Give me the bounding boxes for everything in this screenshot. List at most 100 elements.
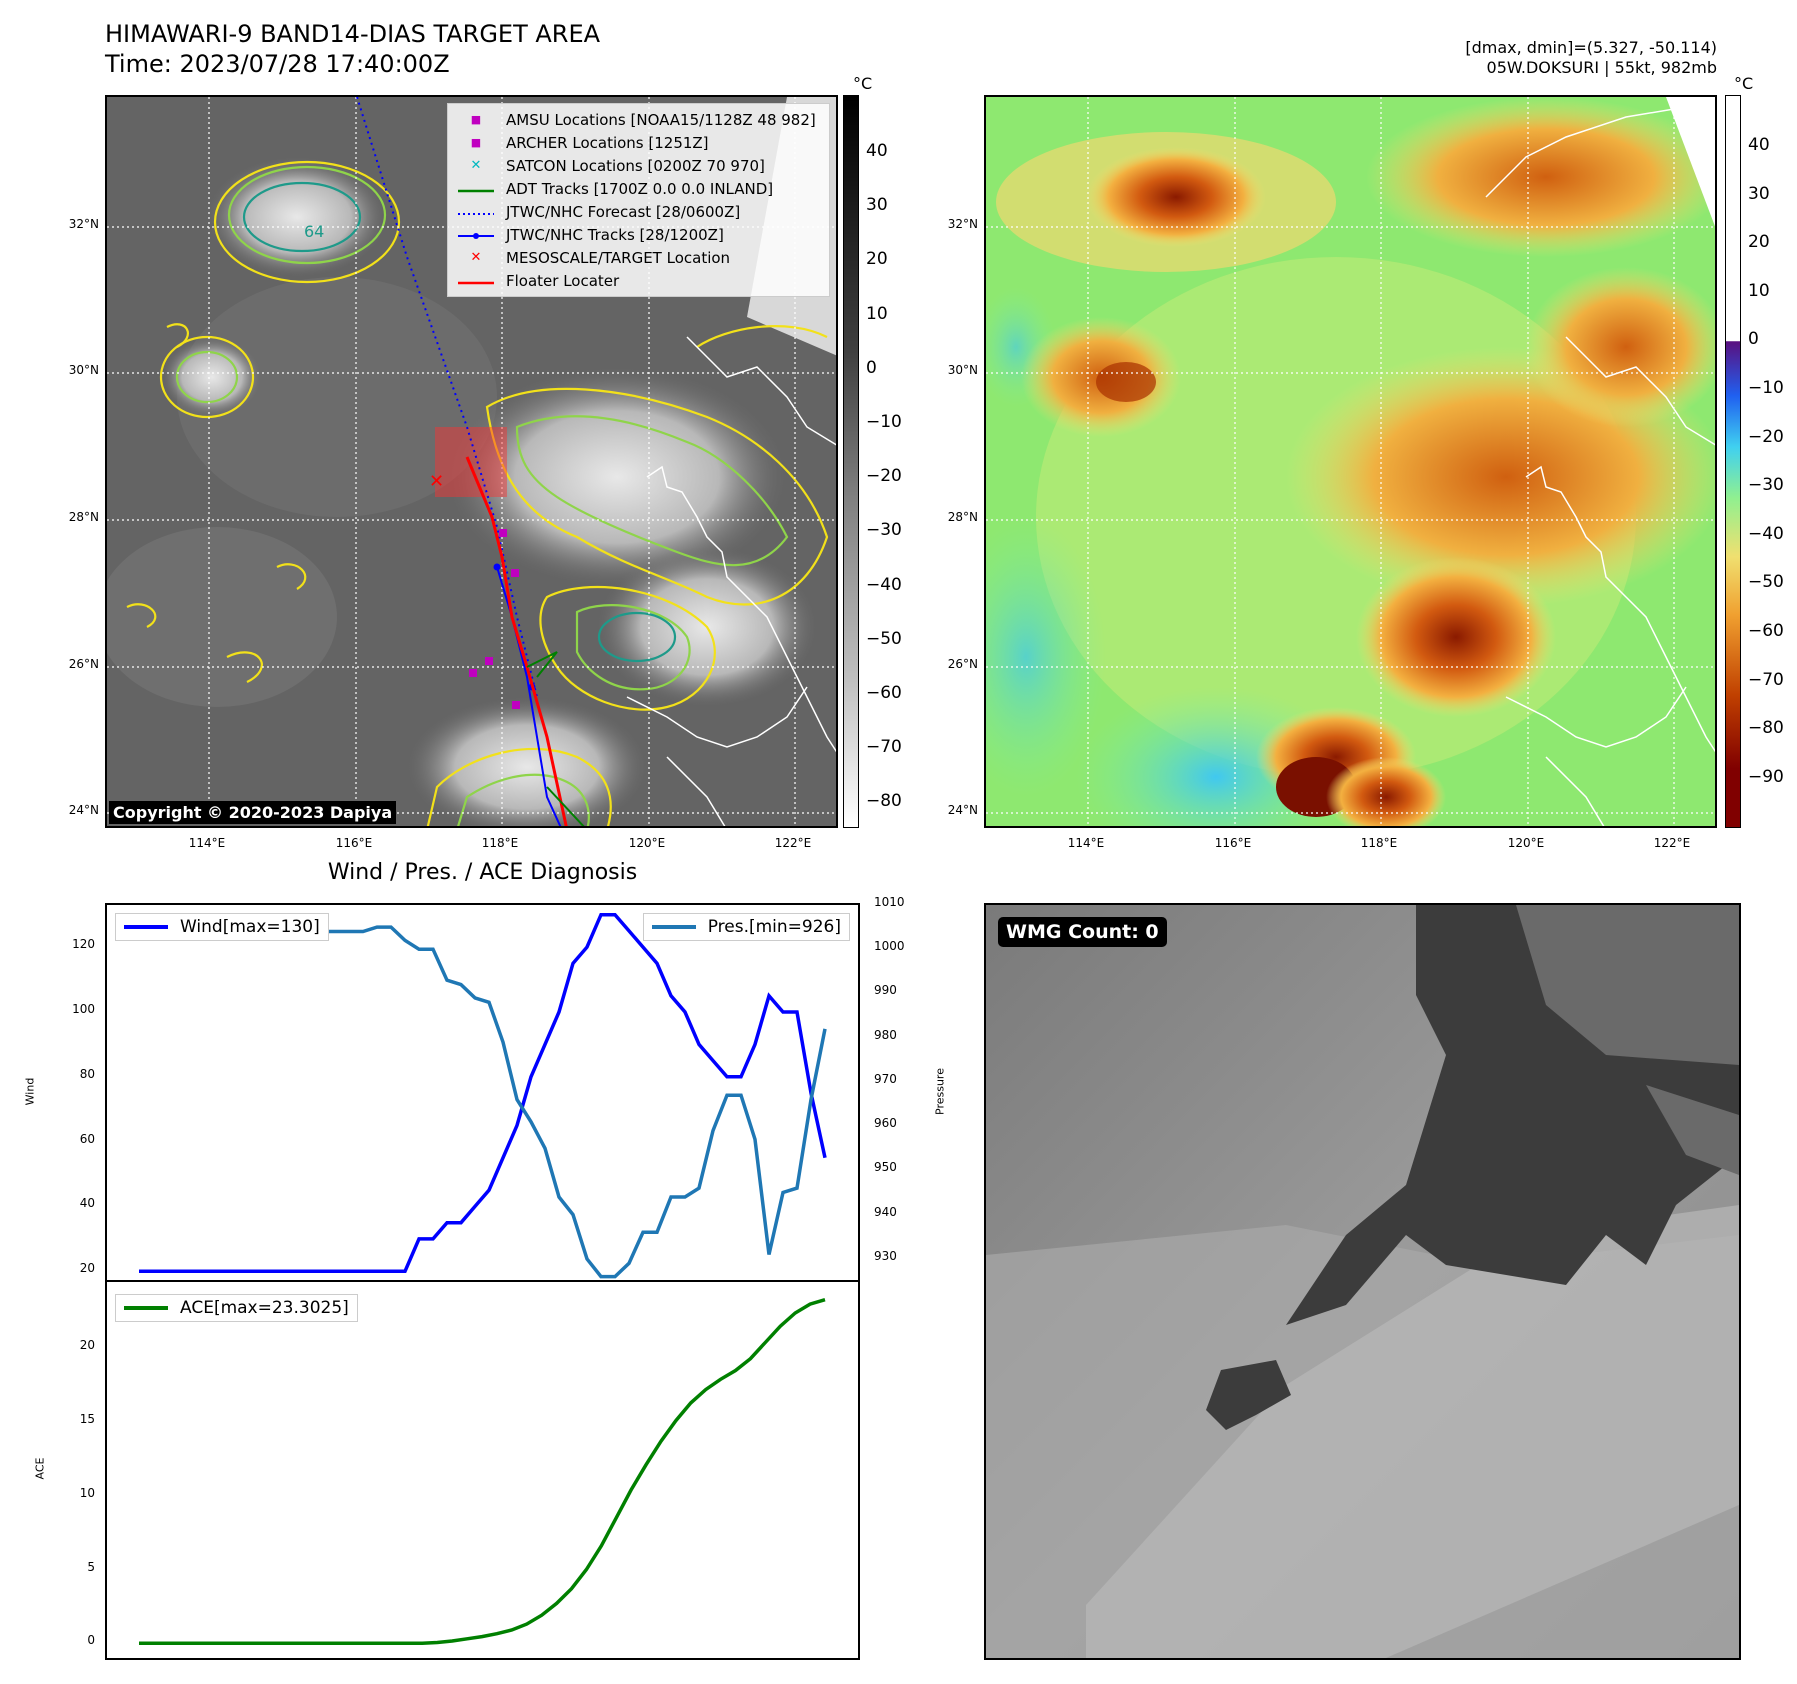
wmg-count-badge: WMG Count: 0 — [998, 917, 1167, 947]
wind-ylabel: Wind — [23, 1077, 37, 1106]
wind-line-icon — [124, 925, 168, 929]
longitude-label: 120°E — [1507, 836, 1545, 850]
colorbar-tick-label: −30 — [866, 520, 902, 541]
latitude-label: 24°N — [947, 803, 978, 817]
wind-series-line — [139, 912, 827, 1274]
pressure-ytick-label: 940 — [874, 1204, 897, 1219]
latitude-label: 28°N — [68, 510, 99, 524]
wmg-image — [986, 905, 1739, 1658]
colorbar-tick-label: −50 — [866, 628, 902, 649]
pressure-ytick-label: 960 — [874, 1116, 897, 1131]
longitude-label: 122°E — [774, 836, 812, 850]
longitude-label: 118°E — [1360, 836, 1398, 850]
contour-label: 64 — [304, 222, 324, 241]
colorbar-tick-label: −70 — [866, 737, 902, 758]
storm-info-text: 05W.DOKSURI | 55kt, 982mb — [1486, 58, 1717, 77]
pressure-ytick-label: 950 — [874, 1160, 897, 1175]
wind-ytick-label: 40 — [79, 1196, 95, 1211]
ir-colorbar-unit: °C — [853, 74, 873, 93]
longitude-label: 120°E — [628, 836, 666, 850]
latitude-label: 28°N — [947, 510, 978, 524]
longitude-label: 114°E — [1067, 836, 1105, 850]
pressure-series-line — [139, 925, 827, 1279]
wind-legend: Wind[max=130] — [115, 913, 329, 941]
colorbar-tick-label: −10 — [866, 412, 902, 432]
ace-plot — [139, 1298, 826, 1646]
square-marker-icon: ■ — [470, 136, 482, 149]
latitude-label: 26°N — [68, 657, 99, 671]
dotted-line-icon — [456, 203, 496, 221]
ace-ytick-label: 0 — [87, 1633, 95, 1648]
legend-item-adt: ADT Tracks [1700Z 0.0 0.0 INLAND] — [456, 177, 821, 200]
colorbar-tick-label: −20 — [866, 466, 902, 487]
longitude-label: 122°E — [1653, 836, 1691, 850]
pressure-ytick-label: 930 — [874, 1248, 897, 1263]
colorbar-tick-label: 40 — [1748, 135, 1770, 155]
latitude-label: 32°N — [68, 217, 99, 231]
copyright-label: Copyright © 2020-2023 Dapiya — [109, 801, 397, 824]
pressure-ytick-label: 1010 — [874, 895, 905, 909]
legend-item-target: ✕ MESOSCALE/TARGET Location — [456, 246, 821, 269]
ir-map-panel: ✕ 64 ■ AMSU Locations [NOAA15/1128Z 48 98… — [105, 95, 838, 828]
longitude-label: 118°E — [481, 836, 519, 850]
colorbar-tick-label: −20 — [1748, 426, 1784, 447]
ir-legend: ■ AMSU Locations [NOAA15/1128Z 48 982] ■ A… — [447, 103, 830, 297]
dminmax-text: [dmax, dmin]=(5.327, -50.114) — [1465, 38, 1717, 57]
colorbar-tick-label: 0 — [1748, 329, 1759, 350]
longitude-label: 116°E — [335, 836, 373, 850]
legend-item-floater: Floater Locater — [456, 269, 821, 292]
ir-colorbar — [843, 95, 859, 828]
ace-ytick-label: 10 — [79, 1485, 95, 1500]
wind-ytick-label: 20 — [79, 1261, 95, 1276]
ace-legend: ACE[max=23.3025] — [115, 1294, 358, 1322]
pressure-ylabel: Pressure — [933, 1068, 947, 1115]
latitude-label: 24°N — [68, 803, 99, 817]
colorbar-tick-label: −70 — [1748, 669, 1784, 690]
x-marker-icon: ✕ — [470, 250, 482, 265]
dot-line-icon — [456, 226, 496, 244]
legend-item-satcon: ✕ SATCON Locations [0200Z 70 970] — [456, 154, 821, 177]
chart-title: Wind / Pres. / ACE Diagnosis — [327, 860, 638, 885]
wind-ytick-label: 80 — [79, 1066, 95, 1081]
colorbar-tick-label: −80 — [866, 791, 902, 812]
colorbar-tick-label: −40 — [866, 574, 902, 595]
line-icon — [456, 180, 496, 198]
wind-pressure-chart: Wind[max=130] Pres.[min=926] — [105, 903, 860, 1281]
ace-line-icon — [124, 1306, 168, 1310]
legend-item-tracks: JTWC/NHC Tracks [28/1200Z] — [456, 223, 821, 246]
ace-ylabel: ACE — [33, 1457, 47, 1480]
wmg-panel: WMG Count: 0 — [984, 903, 1741, 1660]
colorbar-tick-label: 10 — [866, 303, 888, 324]
colorbar-tick-label: −90 — [1748, 766, 1784, 787]
wind-pressure-plot — [139, 912, 827, 1279]
colorbar-tick-label: 40 — [866, 141, 888, 161]
colorbar-tick-label: 30 — [866, 195, 888, 216]
figure-title-line1: HIMAWARI-9 BAND14-DIAS TARGET AREA — [105, 20, 601, 48]
figure-title-line2: Time: 2023/07/28 17:40:00Z — [105, 50, 450, 78]
ace-series-line — [139, 1298, 826, 1646]
wind-ytick-label: 100 — [72, 1001, 95, 1016]
colorbar-tick-label: −10 — [1748, 378, 1784, 398]
longitude-label: 114°E — [188, 836, 226, 850]
longitude-label: 116°E — [1214, 836, 1252, 850]
pressure-line-icon — [651, 925, 696, 929]
legend-item-archer: ■ ARCHER Locations [1251Z] — [456, 131, 821, 154]
target-marker-icon: ✕ — [429, 471, 444, 492]
legend-item-forecast: JTWC/NHC Forecast [28/0600Z] — [456, 200, 821, 223]
pressure-ytick-label: 980 — [874, 1027, 897, 1042]
enhanced-colorbar-unit: °C — [1734, 74, 1754, 93]
colorbar-tick-label: −80 — [1748, 718, 1784, 739]
latitude-label: 26°N — [947, 657, 978, 671]
enhanced-colorbar — [1725, 95, 1741, 828]
x-marker-icon: ✕ — [470, 158, 482, 173]
colorbar-tick-label: −60 — [1748, 621, 1784, 641]
colorbar-tick-label: 30 — [1748, 183, 1770, 204]
ace-ytick-label: 5 — [87, 1559, 95, 1574]
latitude-label: 32°N — [947, 217, 978, 231]
colorbar-tick-label: −30 — [1748, 475, 1784, 496]
pressure-ytick-label: 990 — [874, 983, 897, 998]
ace-ytick-label: 15 — [79, 1412, 95, 1427]
colorbar-tick-label: −40 — [1748, 523, 1784, 544]
pressure-ytick-label: 1000 — [874, 939, 905, 954]
square-marker-icon: ■ — [470, 113, 482, 126]
